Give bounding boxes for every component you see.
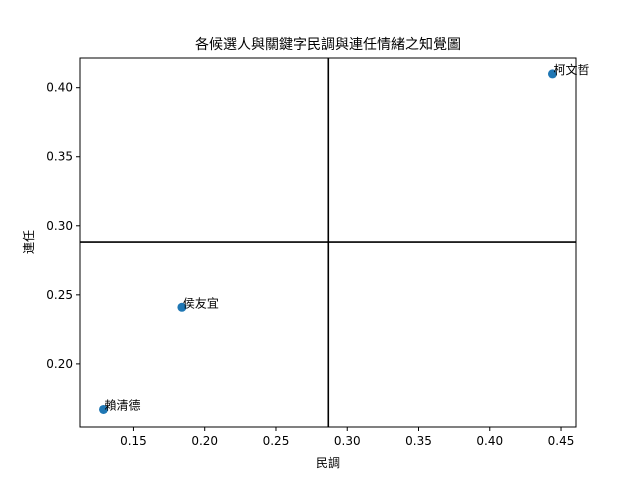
- y-tick-label: 0.40: [46, 81, 73, 95]
- y-tick-label: 0.25: [46, 288, 73, 302]
- x-tick-label: 0.25: [263, 434, 290, 448]
- x-axis-title: 民調: [316, 456, 340, 470]
- y-axis: 0.20 0.25 0.30 0.35 0.40: [46, 81, 80, 371]
- y-tick-label: 0.20: [46, 357, 73, 371]
- x-tick-label: 0.20: [191, 434, 218, 448]
- x-tick-label: 0.45: [548, 434, 575, 448]
- point-label: 柯文哲: [553, 62, 589, 77]
- x-tick-label: 0.40: [476, 434, 503, 448]
- y-tick-label: 0.35: [46, 150, 73, 164]
- x-axis: 0.15 0.20 0.25 0.30 0.35 0.40 0.45: [120, 427, 574, 448]
- point-label: 侯友宜: [183, 295, 219, 310]
- point-label: 賴清德: [105, 397, 141, 412]
- scatter-point: [99, 404, 109, 414]
- chart-title: 各候選人與關鍵字民調與連任情緒之知覺圖: [195, 36, 461, 53]
- x-tick-label: 0.15: [120, 434, 147, 448]
- y-axis-title: 連任: [22, 230, 36, 254]
- scatter-point: [547, 69, 557, 79]
- y-tick-label: 0.30: [46, 219, 73, 233]
- x-tick-label: 0.30: [334, 434, 361, 448]
- x-tick-label: 0.35: [405, 434, 432, 448]
- reference-lines: [80, 58, 576, 427]
- scatter-point: [177, 302, 187, 312]
